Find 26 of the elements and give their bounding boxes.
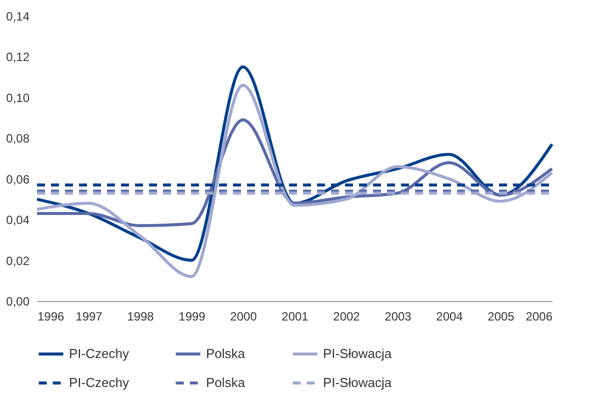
x-tick-label: 2006 <box>526 310 553 324</box>
legend-label: PI-Czechy <box>69 346 130 361</box>
legend-label: PI-Słowacja <box>323 375 392 390</box>
y-tick-label: 0,14 <box>6 10 30 24</box>
x-tick-label: 2003 <box>384 310 412 324</box>
x-tick-label: 1998 <box>127 310 154 324</box>
legend-label: Polska <box>206 375 246 390</box>
legend-label: PI-Słowacja <box>323 346 392 361</box>
y-tick-label: 0,04 <box>6 213 30 228</box>
x-tick-label: 1997 <box>76 310 103 324</box>
y-tick-label: 0,10 <box>6 90 30 105</box>
y-tick-label: 0,02 <box>6 254 30 268</box>
x-tick-label: 2004 <box>436 310 464 324</box>
x-tick-label: 2005 <box>488 310 515 324</box>
legend-label: Polska <box>206 346 246 361</box>
legend-label: PI-Czechy <box>69 375 130 390</box>
y-tick-label: 0,12 <box>6 50 30 64</box>
x-tick-label: 1996 <box>38 310 65 324</box>
x-tick-label: 2001 <box>282 310 309 324</box>
y-tick-label: 0,06 <box>6 172 30 186</box>
x-tick-label: 2000 <box>230 310 258 324</box>
y-tick-label: 0,00 <box>6 294 30 308</box>
x-tick-label: 1999 <box>178 310 206 324</box>
line-series <box>36 84 554 278</box>
x-tick-label: 2002 <box>333 310 360 324</box>
y-tick-label: 0,08 <box>6 132 30 146</box>
